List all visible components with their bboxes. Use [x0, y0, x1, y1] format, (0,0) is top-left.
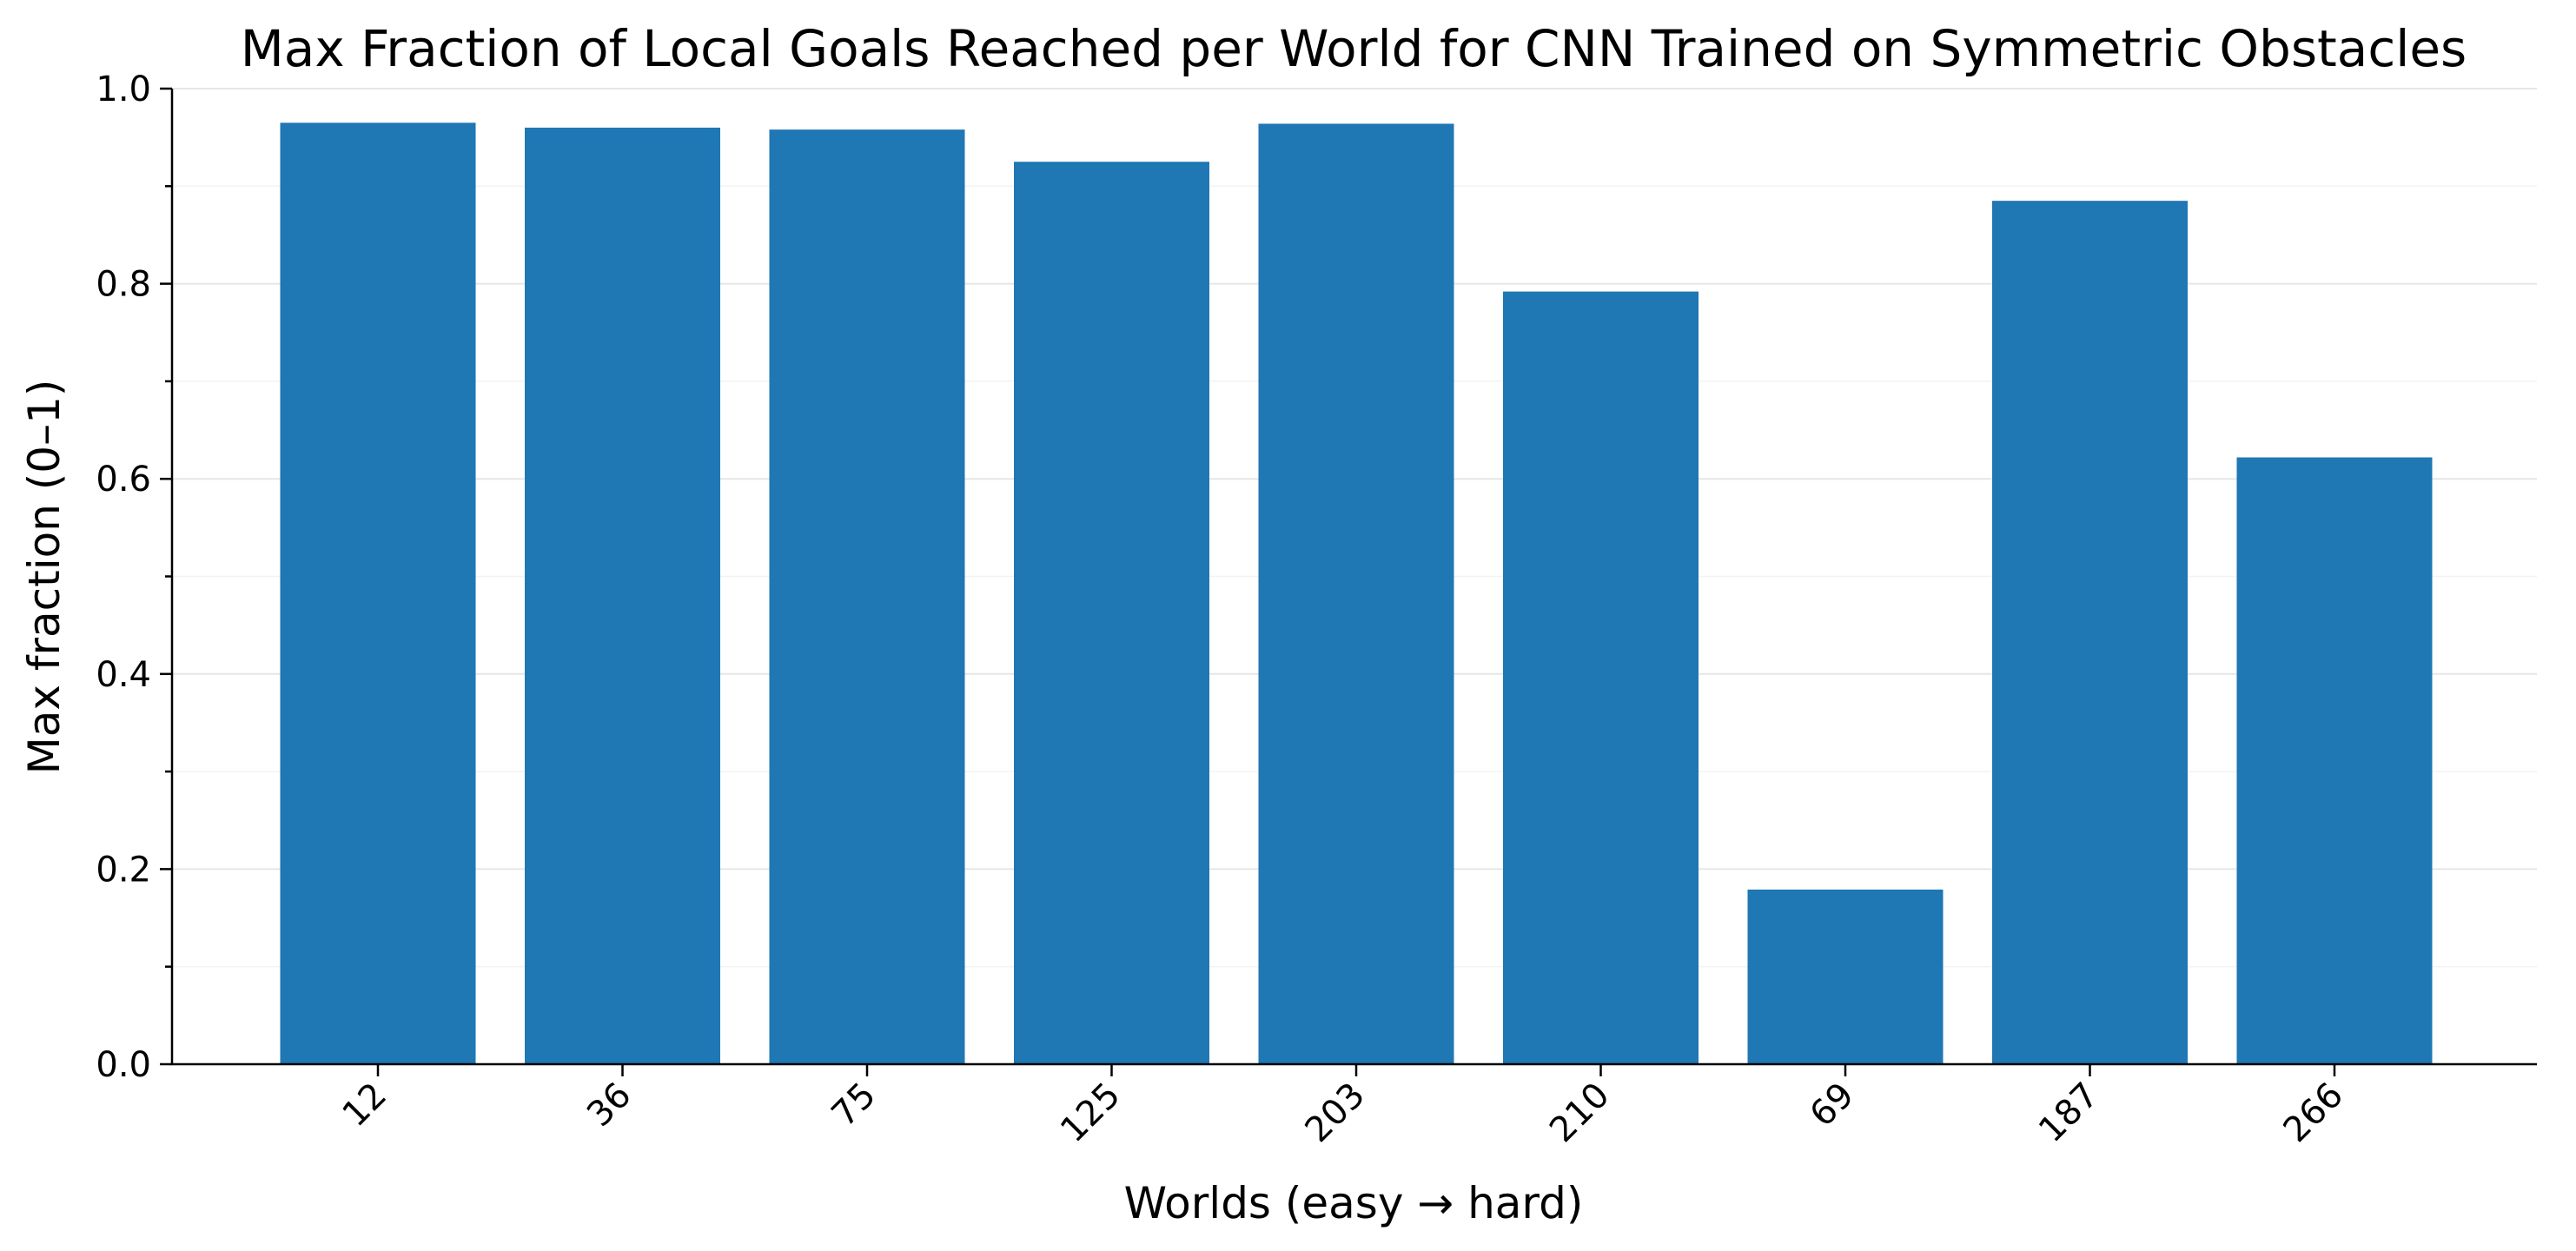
x-tick-label: 125 — [1053, 1076, 1129, 1151]
y-ticks: 0.0 0.2 0.4 0.6 0.8 1.0 — [96, 70, 172, 1085]
y-tick-label: 0.8 — [96, 265, 151, 305]
y-tick-label: 0.2 — [96, 850, 151, 890]
bar-world-36 — [525, 127, 720, 1064]
bar-world-187 — [1992, 201, 2188, 1064]
y-tick-label: 0.6 — [96, 460, 151, 500]
bar-world-69 — [1747, 889, 1944, 1064]
bar-world-203 — [1258, 123, 1454, 1065]
bar-world-210 — [1503, 291, 1699, 1065]
x-tick-label: 266 — [2276, 1076, 2352, 1151]
bar-world-12 — [280, 122, 476, 1065]
x-tick-label: 75 — [824, 1076, 884, 1135]
bars — [280, 122, 2433, 1065]
x-axis-label: Worlds (easy → hard) — [1124, 1178, 1584, 1228]
x-tick-label: 187 — [2031, 1076, 2107, 1151]
x-tick-label: 69 — [1803, 1076, 1863, 1135]
chart-title: Max Fraction of Local Goals Reached per … — [241, 19, 2467, 78]
y-axis-label: Max fraction (0–1) — [19, 380, 70, 775]
bar-world-125 — [1014, 162, 1209, 1065]
y-tick-label: 1.0 — [96, 70, 151, 109]
x-tick-label: 210 — [1542, 1076, 1618, 1151]
y-tick-label: 0.0 — [96, 1045, 151, 1085]
x-tick-label: 203 — [1298, 1076, 1374, 1151]
bar-world-266 — [2236, 457, 2433, 1064]
x-ticks: 12 36 75 125 203 210 69 187 266 — [335, 1064, 2352, 1151]
x-tick-label: 12 — [335, 1076, 395, 1135]
y-tick-label: 0.4 — [96, 655, 151, 695]
bar-world-75 — [769, 129, 965, 1064]
x-tick-label: 36 — [579, 1076, 639, 1135]
